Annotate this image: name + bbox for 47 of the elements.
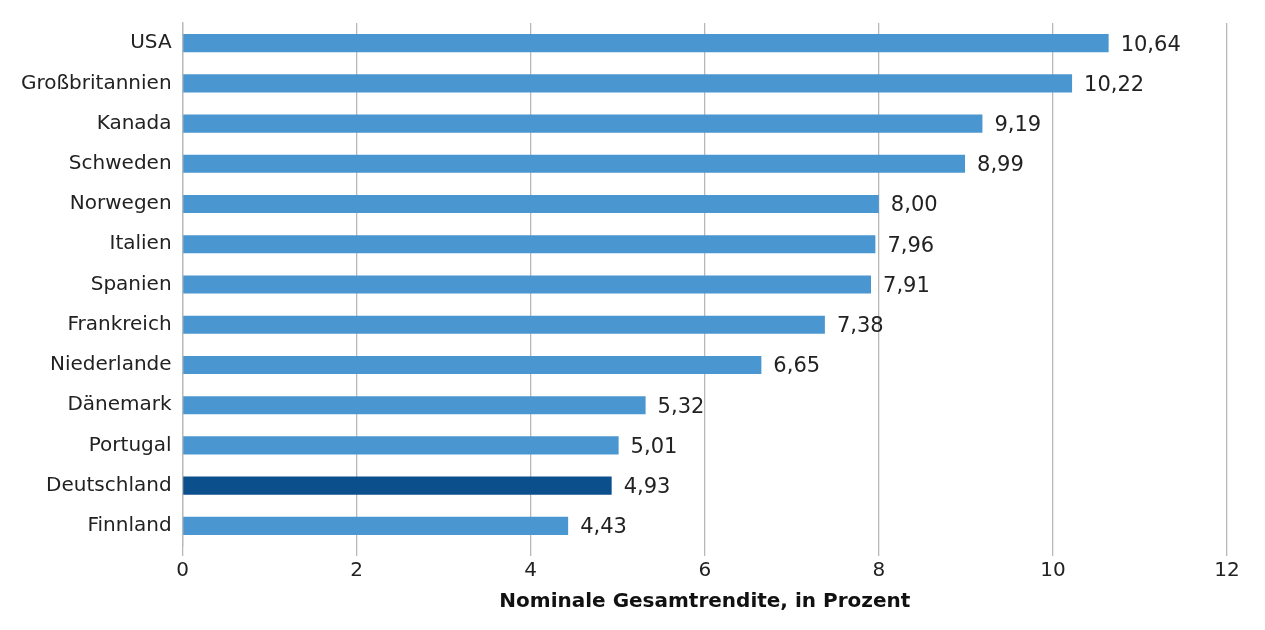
bar xyxy=(183,476,612,495)
y-tick-label: Portugal xyxy=(88,431,172,456)
data-label: 9,19 xyxy=(994,112,1042,137)
bar xyxy=(183,396,646,415)
y-tick-label: Deutschland xyxy=(46,471,172,496)
data-label: 4,93 xyxy=(623,474,671,499)
bar xyxy=(183,516,569,535)
data-label: 7,91 xyxy=(883,272,930,297)
y-tick-label: Frankreich xyxy=(67,310,172,335)
x-tick-label: 6 xyxy=(698,557,712,582)
y-tick-label: Italien xyxy=(109,230,172,255)
data-label: 7,96 xyxy=(887,232,935,257)
y-tick-label: Schweden xyxy=(68,150,172,175)
data-label: 8,00 xyxy=(890,192,938,217)
data-label: 7,38 xyxy=(836,313,884,338)
bar xyxy=(183,235,876,254)
bar xyxy=(183,154,966,173)
data-label: 5,01 xyxy=(630,433,678,458)
x-tick-label: 10 xyxy=(1040,557,1066,582)
bar xyxy=(183,436,619,455)
x-tick-label: 0 xyxy=(176,557,189,582)
x-tick-label: 4 xyxy=(524,557,538,582)
data-label: 4,43 xyxy=(580,514,627,539)
y-tick-label: Niederlande xyxy=(50,351,172,376)
x-tick-label: 8 xyxy=(872,557,886,582)
bar xyxy=(183,315,825,334)
data-label: 5,32 xyxy=(657,393,705,418)
bar xyxy=(183,114,983,133)
data-label: 10,22 xyxy=(1084,71,1145,96)
y-tick-label: Kanada xyxy=(96,109,172,134)
y-tick-label: Spanien xyxy=(90,270,172,295)
bar xyxy=(183,355,762,375)
y-tick-label: Finnland xyxy=(87,512,172,537)
bar xyxy=(183,275,872,294)
y-tick-label: USA xyxy=(130,29,172,54)
bar xyxy=(183,74,1073,93)
y-tick-label: Großbritannien xyxy=(21,69,172,94)
x-axis-title: Nominale Gesamtrendite, in Prozent xyxy=(499,588,911,613)
y-tick-label: Norwegen xyxy=(69,190,172,215)
x-tick-label: 12 xyxy=(1214,557,1240,582)
bar xyxy=(183,194,879,214)
data-label: 10,64 xyxy=(1120,31,1181,56)
data-label: 8,99 xyxy=(977,152,1024,177)
bar xyxy=(183,34,1109,53)
data-label: 6,65 xyxy=(773,353,821,378)
x-tick-label: 2 xyxy=(350,557,364,582)
y-tick-label: Dänemark xyxy=(67,391,172,416)
